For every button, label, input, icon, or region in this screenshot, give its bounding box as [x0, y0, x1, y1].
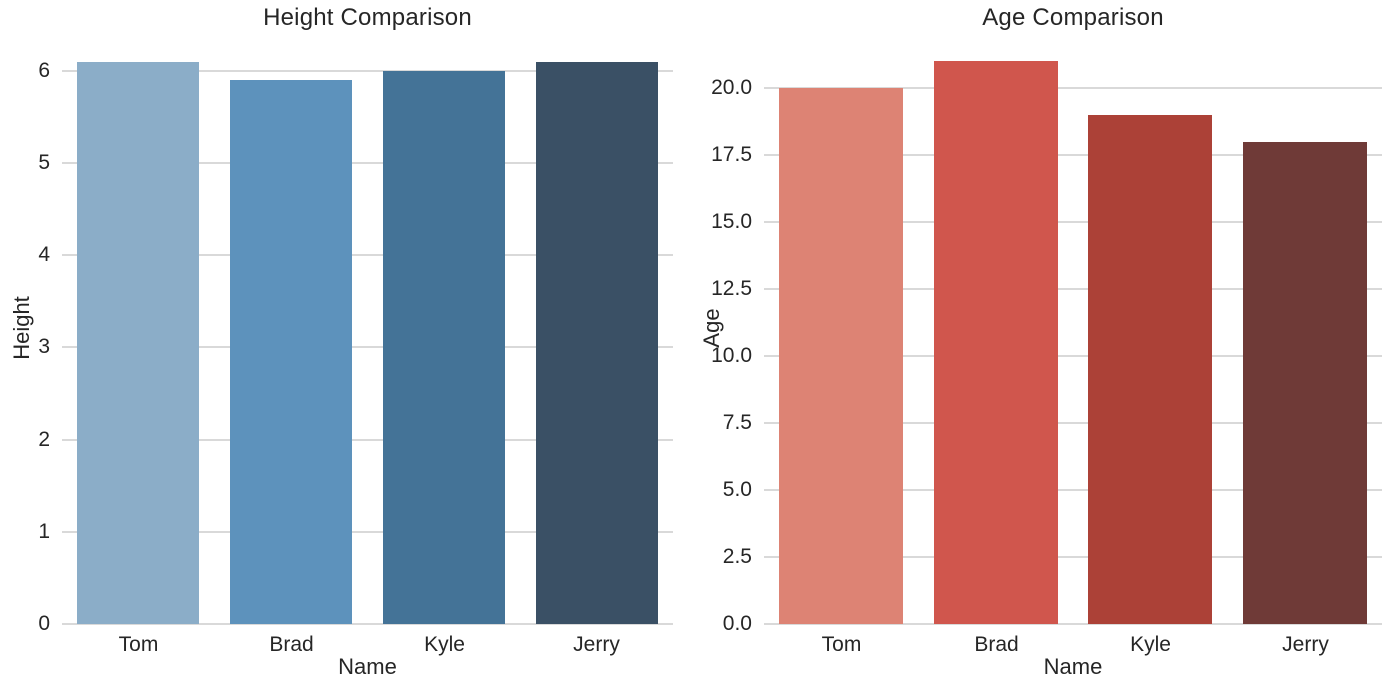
bar-tom — [77, 62, 199, 624]
y-tick-label: 10.0 — [711, 344, 752, 367]
gridline — [62, 623, 673, 625]
plot-area: 0 1 2 3 4 5 6 Tom Brad Kyle Jerry — [38, 33, 673, 656]
gridline — [764, 355, 1382, 357]
x-axis-label: Name — [338, 654, 397, 679]
bar-jerry — [536, 62, 658, 624]
y-tick-label: 4 — [38, 243, 50, 266]
x-tick-label: Kyle — [424, 633, 465, 656]
x-tick-label: Brad — [974, 633, 1019, 656]
gridline — [764, 623, 1382, 625]
gridline — [764, 422, 1382, 424]
y-tick-label: 12.5 — [711, 277, 752, 300]
age-chart: Age Comparison Age 0.0 2.5 5.0 7.5 10.0 12.5 1… — [694, 0, 1389, 690]
bar-jerry — [1243, 142, 1367, 624]
gridline — [764, 87, 1382, 89]
bar-kyle — [383, 71, 505, 624]
y-tick-label: 0 — [38, 612, 50, 635]
gridline — [764, 556, 1382, 558]
x-axis-label: Name — [1043, 654, 1103, 679]
bar-tom — [779, 88, 903, 624]
y-tick-label: 0.0 — [722, 612, 752, 635]
gridline — [62, 162, 673, 164]
y-tick-label: 6 — [38, 59, 50, 82]
y-tick-label: 2.5 — [722, 545, 752, 568]
gridline — [62, 70, 673, 72]
y-tick-label: 7.5 — [722, 411, 752, 434]
gridline — [764, 288, 1382, 290]
gridline — [62, 254, 673, 256]
x-tick-label: Tom — [118, 633, 159, 656]
bar-kyle — [1088, 115, 1212, 624]
y-tick-label: 3 — [38, 335, 50, 358]
y-axis-label: Age — [699, 308, 724, 348]
gridline — [62, 439, 673, 441]
x-tick-label: Tom — [821, 633, 862, 656]
y-tick-label: 2 — [38, 428, 50, 451]
gridline — [764, 489, 1382, 491]
gridline — [764, 221, 1382, 223]
bar-brad — [230, 80, 352, 624]
gridline — [764, 154, 1382, 156]
height-chart: Height Comparison Height 0 1 2 3 4 5 6 Tom Brad K… — [0, 0, 694, 690]
x-tick-label: Jerry — [573, 633, 620, 656]
gridline — [62, 531, 673, 533]
y-tick-label: 5.0 — [722, 478, 752, 501]
y-tick-label: 1 — [38, 520, 50, 543]
y-tick-label: 20.0 — [711, 76, 752, 99]
plot-area: 0.0 2.5 5.0 7.5 10.0 12.5 15.0 17.5 20.0 Tom Brad K… — [711, 33, 1382, 656]
y-axis-label: Height — [9, 296, 34, 360]
bar-brad — [934, 61, 1058, 624]
gridline — [62, 346, 673, 348]
chart-title: Age Comparison — [982, 4, 1164, 31]
y-tick-label: 17.5 — [711, 143, 752, 166]
y-tick-label: 15.0 — [711, 210, 752, 233]
x-tick-label: Kyle — [1130, 633, 1171, 656]
chart-title: Height Comparison — [263, 4, 472, 31]
x-tick-label: Jerry — [1282, 633, 1329, 656]
x-tick-label: Brad — [269, 633, 314, 656]
y-tick-label: 5 — [38, 151, 50, 174]
